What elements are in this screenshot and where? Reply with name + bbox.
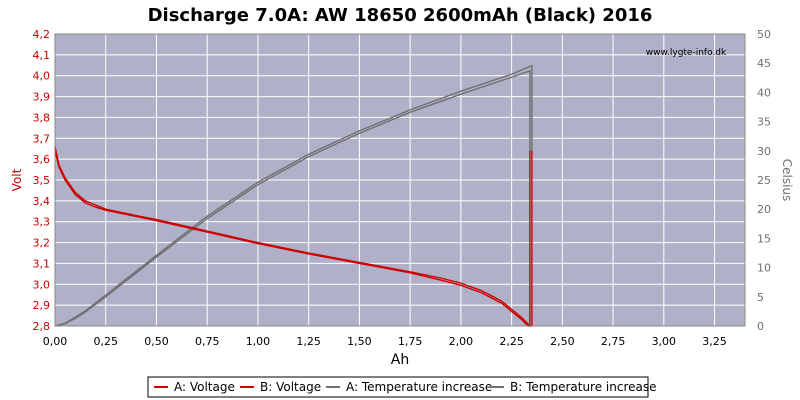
legend-label-b-temperature: B: Temperature increase: [510, 380, 657, 394]
y-right-tick-label: 40: [757, 86, 771, 99]
y-left-tick-label: 3,8: [33, 111, 51, 124]
y-right-tick-label: 30: [757, 145, 771, 158]
y-right-tick-label: 0: [757, 320, 764, 333]
x-axis-label: Ah: [391, 352, 409, 368]
y-left-tick-label: 4,1: [33, 49, 51, 62]
legend-label-a-temperature: A: Temperature increase: [346, 380, 492, 394]
y-right-tick-label: 15: [757, 232, 771, 245]
watermark: www.lygte-info.dk: [646, 48, 727, 58]
x-axis-ticks: 0,00 0,25 0,50 0,75 1,00 1,25 1,50 1,75 2,00 2,25…: [43, 335, 727, 348]
x-tick-label: 1,75: [398, 335, 423, 348]
y-right-tick-label: 5: [757, 291, 764, 304]
legend-label-b-voltage: B: Voltage: [260, 380, 321, 394]
legend-item-a-voltage: A: Voltage: [154, 380, 235, 394]
x-tick-label: 1,25: [296, 335, 321, 348]
x-tick-label: 0,00: [43, 335, 68, 348]
legend-item-b-voltage: B: Voltage: [240, 380, 321, 394]
y-left-tick-label: 3,2: [33, 237, 51, 250]
y-left-tick-label: 3,4: [33, 195, 51, 208]
series-line-a-voltage: [54, 150, 530, 327]
x-tick-label: 3,00: [652, 335, 677, 348]
plot-frame: [54, 33, 746, 327]
x-tick-label: 2,50: [550, 335, 575, 348]
y-right-tick-label: 35: [757, 116, 771, 129]
y-right-tick-label: 20: [757, 203, 771, 216]
y-left-tick-label: 2,8: [33, 320, 51, 333]
x-tick-label: 0,25: [93, 335, 118, 348]
x-tick-label: 1,00: [246, 335, 271, 348]
legend: A: Voltage B: Voltage A: Temperature inc…: [147, 376, 657, 398]
x-tick-label: 3,25: [702, 335, 727, 348]
x-tick-label: 2,25: [499, 335, 524, 348]
y-right-tick-label: 10: [757, 262, 771, 275]
legend-label-a-voltage: A: Voltage: [174, 380, 235, 394]
y-left-tick-label: 2,9: [33, 299, 51, 312]
series-line-b-temperature-increase: [54, 64, 533, 327]
x-tick-label: 2,75: [601, 335, 626, 348]
series-line-a-temperature-increase: [54, 70, 531, 327]
y-left-tick-label: 3,5: [33, 174, 51, 187]
y-left-axis-ticks: 2,8 2,9 3,0 3,1 3,2 3,3 3,4 3,5 3,6 3,7 3,8 3,9 4,0 4…: [33, 28, 51, 333]
y-left-tick-label: 3,1: [33, 257, 51, 270]
y-left-tick-label: 3,0: [33, 278, 51, 291]
legend-item-a-temperature: A: Temperature increase: [326, 380, 492, 394]
plot-area: [54, 33, 746, 327]
y-left-tick-label: 3,7: [33, 132, 51, 145]
grid: [54, 33, 745, 327]
y-left-tick-label: 3,9: [33, 91, 51, 104]
y-right-tick-label: 25: [757, 174, 771, 187]
legend-box: [147, 376, 649, 398]
y-right-tick-label: 45: [757, 57, 771, 70]
chart-title: Discharge 7.0A: AW 18650 2600mAh (Black)…: [148, 5, 653, 26]
series-line-b-voltage: [54, 146, 532, 327]
y-left-tick-label: 4,2: [33, 28, 51, 41]
y-left-tick-label: 3,6: [33, 153, 51, 166]
x-tick-label: 0,75: [195, 335, 220, 348]
legend-item-b-temperature: B: Temperature increase: [490, 380, 657, 394]
y-right-tick-label: 50: [757, 28, 771, 41]
y-left-tick-label: 3,3: [33, 216, 51, 229]
y-left-tick-label: 4,0: [33, 70, 51, 83]
x-tick-label: 1,50: [347, 335, 372, 348]
y-right-axis-ticks: 0 5 10 15 20 25 30 35 40 45 50: [757, 28, 771, 333]
x-tick-label: 0,50: [144, 335, 169, 348]
y-right-axis-label: Celsius: [780, 159, 794, 202]
series-layer: [54, 64, 533, 327]
y-left-axis-label: Volt: [10, 168, 24, 191]
x-tick-label: 2,00: [449, 335, 474, 348]
